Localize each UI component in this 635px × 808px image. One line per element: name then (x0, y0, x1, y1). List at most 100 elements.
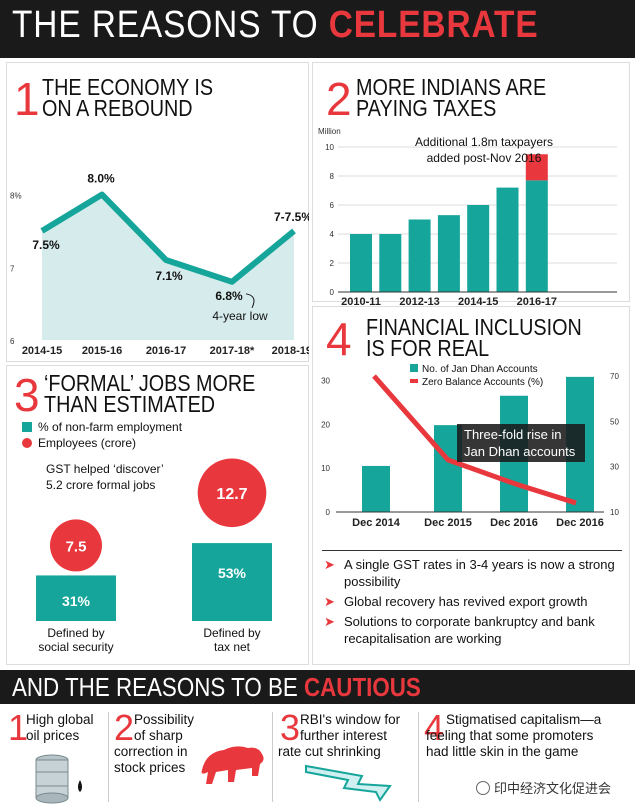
x-tick-label: 2016-17 (517, 296, 557, 307)
legend-swatch (410, 364, 418, 372)
series-line (372, 374, 577, 506)
cautious-number: 3 (280, 707, 301, 748)
y-tick-label: 0 (326, 508, 331, 517)
annotation: Additional 1.8m taxpayers (415, 135, 553, 149)
bar (437, 215, 460, 292)
jobs-title: ‘FORMAL’ JOBS MORE THAN ESTIMATED (44, 370, 256, 417)
x-tick-label: 2017-18* (210, 345, 255, 357)
x-tick-label: 2015-16 (82, 345, 122, 357)
chat-icon (476, 781, 490, 795)
x-tick-label: Defined by (203, 626, 260, 640)
inclusion-chart: 0 10 20 30 10 30 50 70 Dec 2014 Dec 2015 Dec 2016 D… (321, 364, 619, 529)
x-tick-label: 2018-19* (272, 345, 309, 357)
y-axis-label: Million (318, 127, 341, 136)
section-number-1: 1 (14, 73, 40, 125)
annotation: added post-Nov 2016 (427, 151, 542, 165)
x-tick-label: 2016-17 (146, 345, 186, 357)
taxes-chart: Million 0 2 4 6 8 10 2010-11 2012-13 2014-15 2016-… (318, 127, 617, 307)
data-label: 12.7 (216, 486, 247, 503)
annotation: 5.2 crore formal jobs (46, 478, 155, 492)
x-tick-label: Dec 2015 (424, 517, 472, 529)
bar (350, 234, 372, 292)
data-label: 7-7.5% (274, 210, 309, 224)
y-tick-label: 0 (330, 288, 335, 297)
section-number-4: 4 (326, 313, 352, 365)
bar (496, 187, 519, 292)
cautious-number: 4 (424, 707, 445, 748)
bullet-item: ➤ Global recovery has revived export grow… (324, 594, 588, 609)
data-label: 31% (62, 593, 91, 609)
economy-chart: 8% 7 6 2014-15 2015-16 2016-17 2017-18* 2018-19… (10, 172, 309, 357)
bullet-list: ➤ A single GST rates in 3-4 years is now … (322, 556, 628, 650)
annotation-arrow (245, 293, 255, 309)
data-label: 7.5 (66, 538, 87, 555)
panel-economy (6, 62, 309, 362)
panel-jobs (6, 365, 309, 665)
cautious-text: correction in stock prices (114, 744, 188, 775)
downward-arrow-icon (305, 764, 392, 802)
data-label: 7.1% (155, 269, 183, 283)
divider (322, 550, 622, 551)
x-tick-label: Dec 2014 (352, 517, 401, 529)
legend-label: Employees (crore) (38, 436, 136, 450)
oil-barrel-icon (35, 754, 82, 804)
bar (379, 234, 402, 292)
bar (525, 180, 548, 292)
arrow-icon: ➤ (324, 614, 335, 629)
cautious-banner: AND THE REASONS TO BE CAUTIOUS (0, 670, 635, 704)
y-tick-label: 6 (330, 201, 335, 210)
cautious-text: RBI's window for further interest rate cut… (278, 712, 401, 759)
cautious-item-1: 1 High global oil prices (4, 706, 108, 806)
annotation: GST helped ‘discover’ (46, 462, 164, 476)
x-tick-label: 2012-13 (399, 296, 439, 307)
header-banner: THE REASONS TO CELEBRATE (0, 0, 635, 58)
cautious-text: Possibility of sharp (134, 712, 195, 743)
legend-swatch (22, 422, 32, 432)
annotation: 4-year low (212, 309, 268, 323)
annotation: Three-fold rise in (464, 427, 562, 442)
bear-icon (201, 746, 264, 784)
y-tick-label: 30 (321, 376, 330, 385)
x-tick-label: Dec 2016 (556, 517, 604, 529)
x-tick-label: social security (38, 640, 113, 654)
y-tick-label: 6 (10, 337, 15, 346)
divider (418, 712, 419, 802)
taxes-title: MORE INDIANS ARE PAYING TAXES (356, 74, 547, 121)
legend-swatch (410, 379, 418, 383)
y-tick-label: 7 (10, 264, 15, 273)
cautious-item-3: 3 RBI's window for further interest rate c… (274, 706, 418, 806)
y-tick-label: 70 (610, 372, 619, 381)
section-number-3: 3 (14, 369, 40, 421)
jobs-chart: % of non-farm employment Employees (crore… (22, 420, 272, 654)
y-tick-label: 10 (610, 508, 619, 517)
annotation: Jan Dhan accounts (464, 444, 576, 459)
data-label: 7.5% (32, 238, 60, 252)
panel-taxes (312, 62, 630, 302)
y-tick-label: 10 (325, 143, 334, 152)
y-tick-label: 30 (610, 463, 619, 472)
cautious-number: 1 (8, 707, 29, 748)
x-tick-label: Defined by (47, 626, 104, 640)
bullet-item: ➤ Solutions to corporate bankruptcy and b… (324, 614, 595, 646)
arrow-icon: ➤ (324, 594, 335, 609)
bar (36, 575, 116, 621)
legend-label: Zero Balance Accounts (%) (422, 377, 543, 388)
cautious-number: 2 (114, 707, 135, 748)
series-line (40, 191, 296, 285)
cautious-text: High global oil prices (26, 712, 94, 743)
y-tick-label: 8 (330, 172, 335, 181)
inclusion-title: FINANCIAL INCLUSION IS FOR REAL (366, 314, 582, 361)
divider (272, 712, 273, 802)
bullet-item: ➤ A single GST rates in 3-4 years is now … (324, 557, 615, 589)
cautious-item-4: 4 Stigmatised capitalism—a feeling that s… (420, 706, 632, 806)
page-title: THE REASONS TO CELEBRATE (12, 4, 539, 46)
data-label: 6.8% (215, 289, 243, 303)
x-tick-label: 2010-11 (341, 296, 381, 307)
bar (467, 205, 490, 292)
annotation-box (457, 424, 585, 462)
bar (192, 543, 272, 621)
bar (362, 465, 390, 512)
y-tick-label: 10 (321, 464, 330, 473)
legend-swatch (22, 438, 32, 448)
y-tick-label: 20 (321, 420, 330, 429)
